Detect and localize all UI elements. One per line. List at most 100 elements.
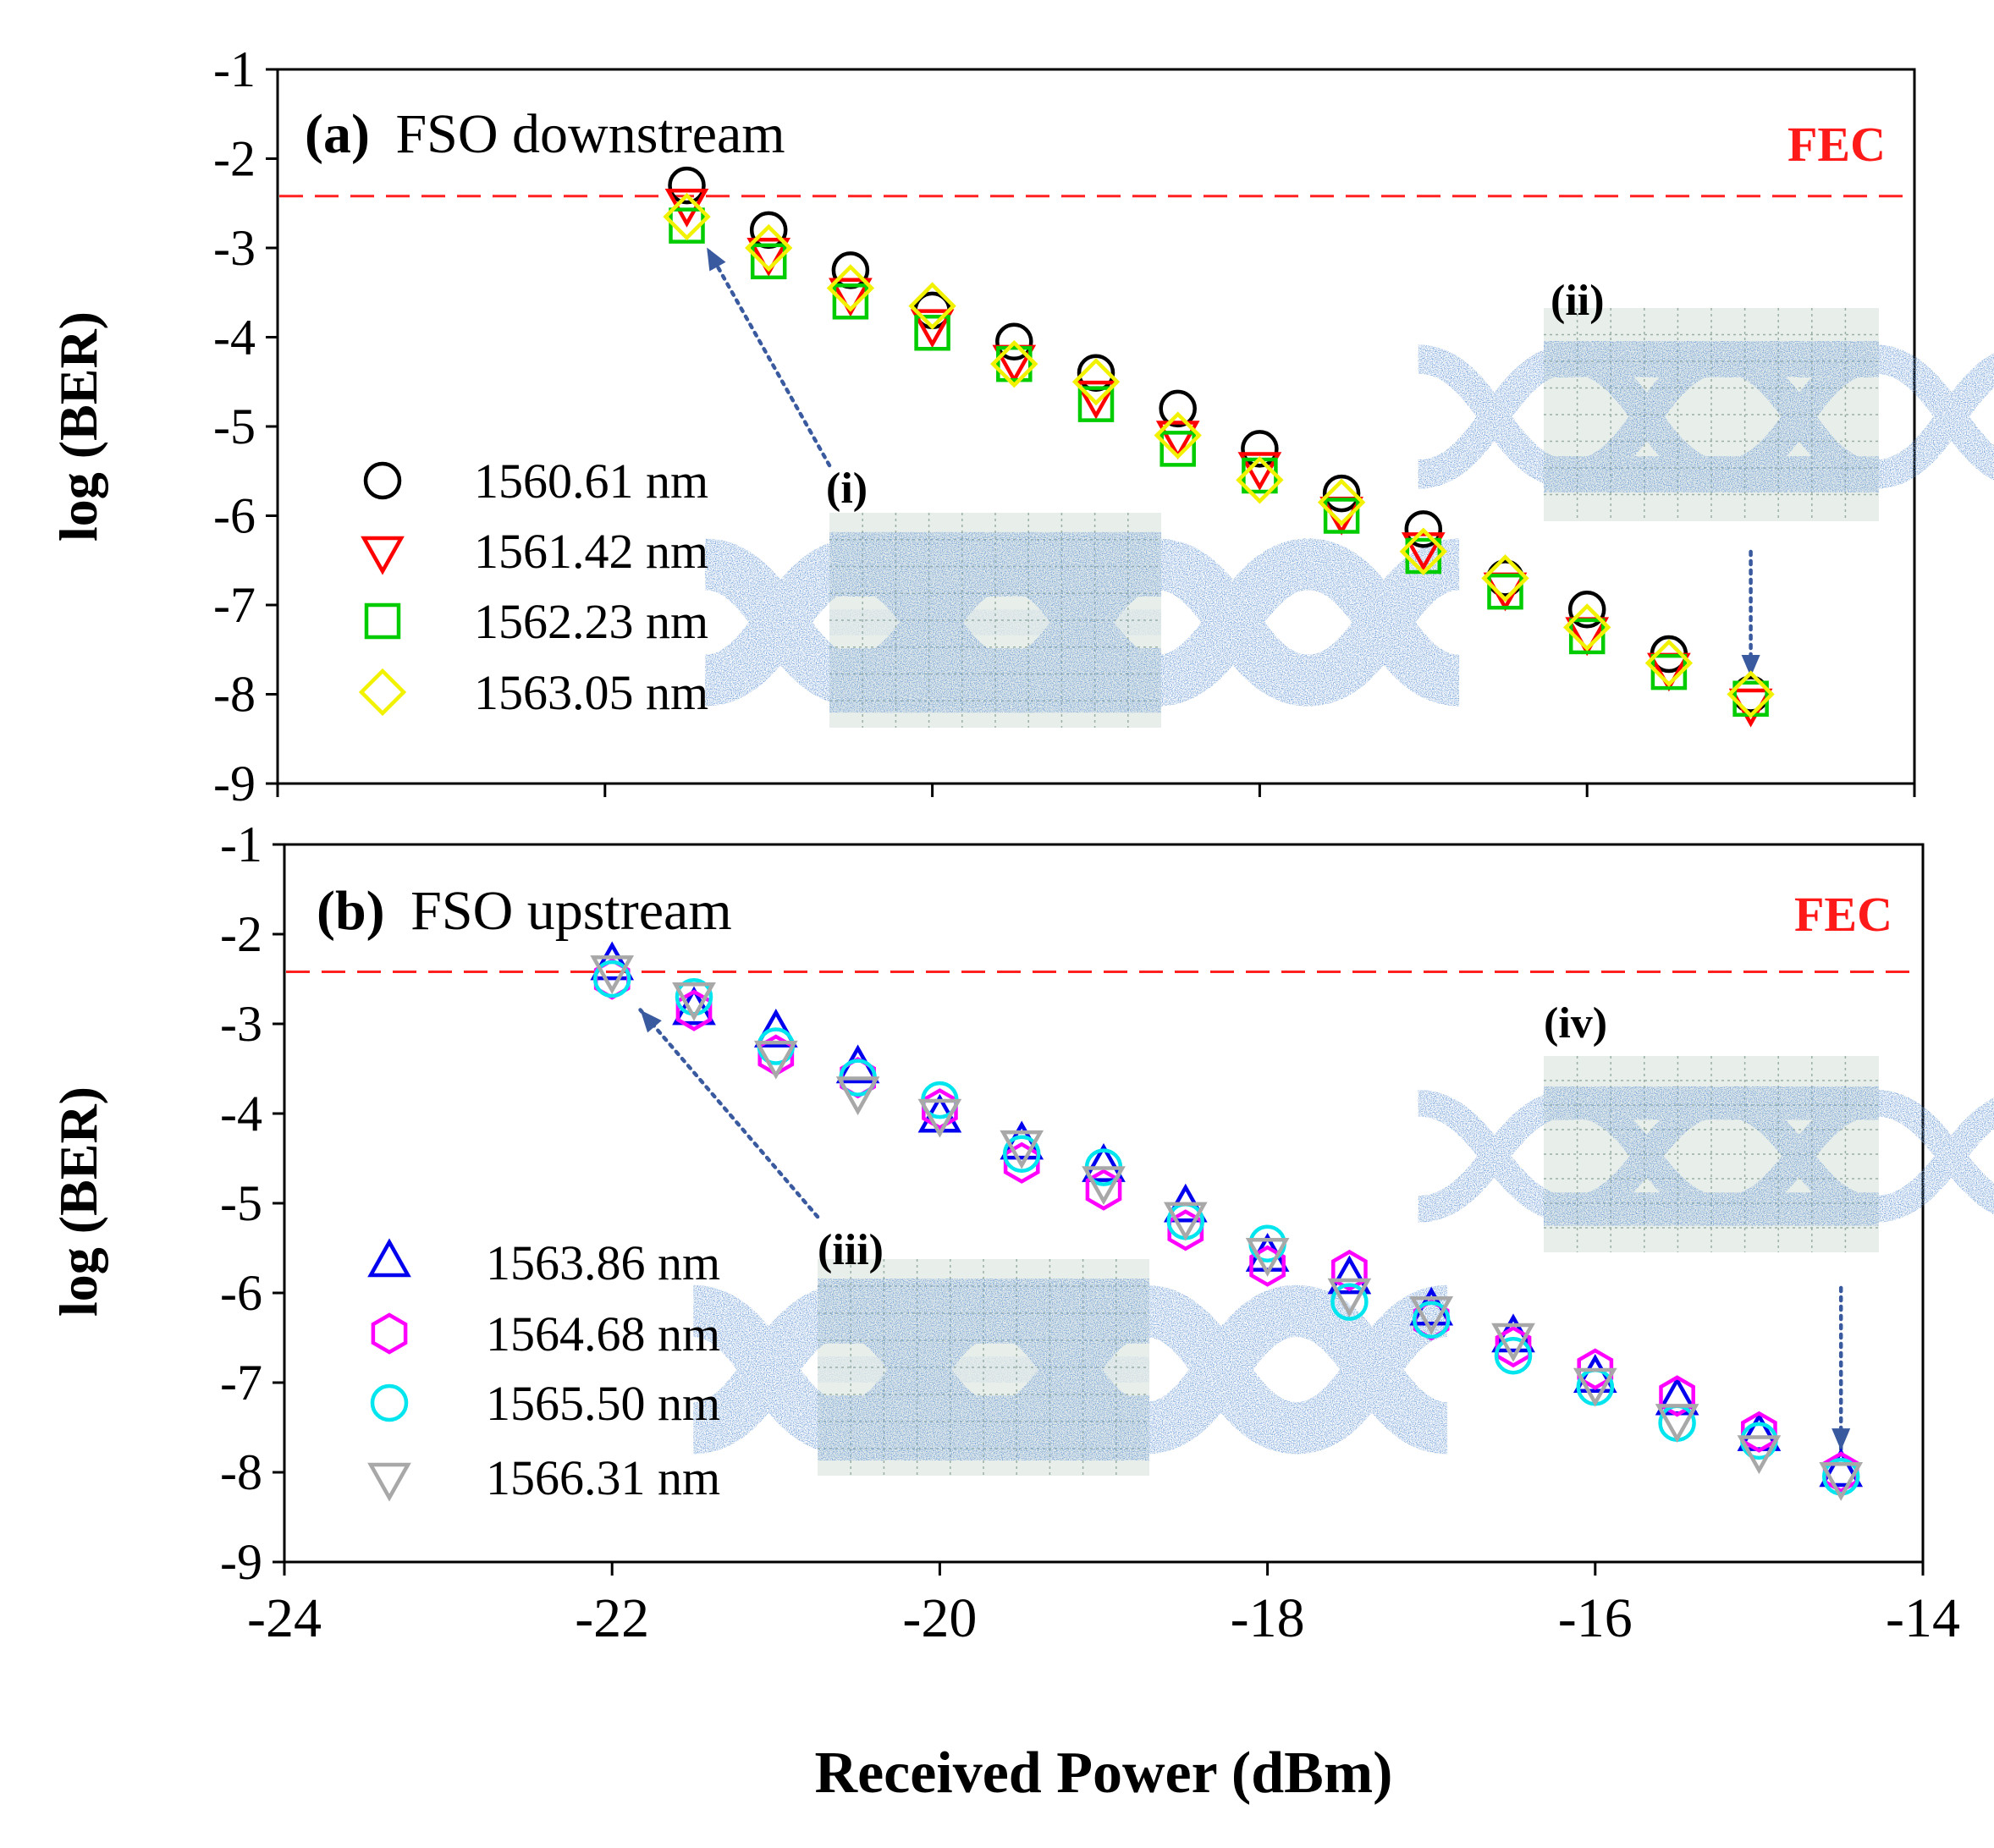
y-tick-label: -4: [220, 1086, 262, 1141]
data-point: [1491, 1323, 1535, 1362]
data-point: [1077, 386, 1115, 422]
y-tick-label: -3: [213, 220, 256, 276]
data-point: [669, 207, 705, 244]
y-axis-label-a: log (BER): [48, 311, 108, 542]
eye-traces: [1417, 341, 1994, 492]
inset-label: (ii): [1551, 277, 1605, 325]
x-axis-label: Received Power (dBm): [815, 1741, 1393, 1806]
panel-title-b: (b) FSO upstream: [317, 880, 732, 942]
data-point: [1737, 1435, 1782, 1475]
legend-marker: [364, 602, 401, 640]
eye-insets-a: (i) (ii): [702, 245, 1994, 728]
data-point: [1412, 1301, 1451, 1339]
legend-item: 1562.23 nm: [364, 594, 708, 649]
data-point: [1401, 532, 1446, 572]
eye-traces: [702, 531, 1462, 713]
legend-label: 1560.61 nm: [474, 454, 708, 509]
y-tick-label: -7: [220, 1355, 262, 1411]
x-tick-label: -22: [575, 1587, 649, 1649]
legend-label: 1563.05 nm: [474, 665, 708, 720]
series-a-3: [669, 207, 1769, 718]
data-point: [1487, 573, 1523, 610]
arrow-b-2: [1832, 1285, 1851, 1453]
panel-title-a: (a) FSO downstream: [305, 103, 785, 165]
legend-marker: [363, 461, 402, 500]
data-point: [1002, 1135, 1041, 1173]
y-tick-label: -1: [213, 41, 256, 97]
legend-label: 1561.42 nm: [474, 524, 708, 579]
series-b-4: [590, 955, 1864, 1501]
data-point: [1317, 478, 1366, 526]
panel-b: -1 -2 -3 -4 -5 -6 -7 -8 -9 -24 -22 -20 -18 -16 -14 FE…: [48, 817, 1994, 1806]
data-point: [1085, 1169, 1122, 1211]
legend-item: 1565.50 nm: [370, 1376, 720, 1431]
legend-item: 1564.68 nm: [371, 1306, 720, 1361]
data-point: [1568, 618, 1606, 655]
y-tick-label: -5: [220, 1175, 262, 1231]
y-ticks-b: -1 -2 -3 -4 -5 -6 -7 -8 -9: [220, 817, 284, 1590]
x-tick-label: -24: [247, 1587, 322, 1649]
data-point: [1154, 411, 1202, 459]
eye-insets-b: (iii) (iv): [638, 999, 1994, 1476]
data-point: [1000, 1130, 1044, 1169]
legend-label: 1564.68 nm: [486, 1306, 720, 1361]
markers-b: [590, 941, 1864, 1501]
data-point: [668, 166, 706, 205]
inset-label: (i): [826, 465, 868, 513]
data-point: [1082, 1143, 1126, 1182]
x-tick-label: -18: [1231, 1587, 1305, 1649]
legend-a: 1560.61 nm 1561.42 nm 1562.23 nm 1563.05 nm: [358, 454, 708, 720]
data-point: [1567, 591, 1606, 629]
data-point: [1331, 1249, 1368, 1292]
data-point: [1409, 1295, 1454, 1335]
y-tick-label: -5: [213, 399, 256, 454]
data-point: [996, 345, 1033, 382]
data-point: [995, 322, 1033, 361]
y-tick-label: -9: [213, 756, 256, 811]
panel-a: -1 -2 -3 -4 -5 -6 -7 -8 -9 FEC (a) FSO downstrea…: [48, 41, 1994, 811]
data-point: [672, 986, 716, 1026]
y-tick-label: -3: [220, 996, 262, 1052]
data-point: [1327, 1255, 1372, 1295]
y-axis-label-b: log (BER): [48, 1086, 108, 1317]
data-point: [910, 309, 955, 349]
data-point: [914, 314, 950, 351]
data-point: [1082, 1166, 1126, 1206]
data-point: [1404, 510, 1443, 548]
data-point: [1236, 456, 1284, 504]
data-point: [990, 339, 1038, 388]
data-point: [753, 1040, 798, 1080]
legend-item: 1563.05 nm: [358, 665, 708, 720]
data-point: [592, 960, 631, 998]
data-point: [746, 238, 791, 277]
data-point: [590, 955, 635, 994]
legend-item: 1566.31 nm: [367, 1450, 720, 1505]
data-point: [1249, 1245, 1286, 1287]
data-point: [1658, 1404, 1696, 1442]
data-point: [1327, 1278, 1372, 1317]
data-point: [1644, 639, 1694, 687]
arrow-a-2: [1741, 549, 1760, 679]
data-point: [1573, 1367, 1617, 1407]
data-point: [1155, 421, 1200, 460]
data-point: [749, 211, 788, 250]
inset-label: (iii): [818, 1226, 884, 1274]
eye-diagram-a-2: [1417, 308, 1994, 521]
y-tick-label: -8: [213, 667, 256, 723]
x-tick-label: -14: [1886, 1587, 1960, 1649]
legend-item: 1560.61 nm: [363, 454, 708, 509]
data-point: [1659, 1375, 1695, 1417]
y-tick-label: -7: [213, 577, 256, 633]
y-tick-label: -1: [220, 817, 262, 872]
data-point: [1741, 1411, 1777, 1453]
series-a-4: [663, 192, 1775, 718]
data-point: [1330, 1283, 1369, 1321]
data-point: [1494, 1336, 1533, 1375]
data-point: [750, 243, 787, 280]
data-point: [1159, 389, 1197, 428]
data-point: [1323, 498, 1360, 534]
legend-marker: [370, 1383, 409, 1422]
eye-diagram-a-1: [702, 513, 1462, 728]
